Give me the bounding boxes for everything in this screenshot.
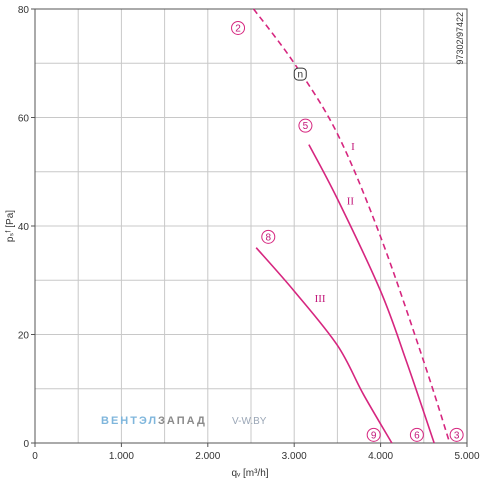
x-tick-label: 2.000 bbox=[195, 451, 220, 462]
series-label-i: I bbox=[351, 141, 355, 153]
tick-labels: 0 1.000 2.000 3.000 4.000 5.000 0 20 40 60 80 bbox=[18, 5, 480, 462]
series-label-iii: III bbox=[315, 293, 326, 305]
y-tick-label: 80 bbox=[18, 5, 30, 16]
marker-n-frame bbox=[293, 67, 307, 81]
marker-3-label: 3 bbox=[454, 430, 460, 441]
marker-6-label: 6 bbox=[414, 430, 420, 441]
watermark: ВЕНТЭЛ ЗАПАД V-W.BY bbox=[101, 415, 267, 427]
marker-8-circle bbox=[261, 229, 276, 244]
marker-5-label: 5 bbox=[303, 121, 309, 132]
marker-6-circle bbox=[409, 427, 424, 442]
curve-ii bbox=[308, 144, 435, 444]
y-tick-label: 20 bbox=[18, 331, 30, 342]
y-axis-label: pₛᶠ [Pa] bbox=[5, 210, 16, 242]
curve-iii bbox=[255, 247, 393, 444]
x-tick-label: 3.000 bbox=[282, 451, 307, 462]
marker-9-label: 9 bbox=[371, 430, 377, 441]
y-tick-label: 60 bbox=[18, 114, 30, 125]
x-tick-label: 4.000 bbox=[368, 451, 393, 462]
marker-5-circle bbox=[298, 118, 313, 133]
curve-i bbox=[252, 8, 451, 444]
watermark-part-1: ВЕНТЭЛ bbox=[101, 415, 158, 427]
watermark-part-2: ЗАПАД bbox=[158, 415, 207, 427]
x-tick-label: 1.000 bbox=[109, 451, 134, 462]
marker-8-label: 8 bbox=[265, 232, 271, 243]
x-axis-label: qᵥ [m³/h] bbox=[231, 468, 268, 479]
marker-3-circle bbox=[449, 427, 464, 442]
series-label-ii: II bbox=[347, 195, 355, 207]
markers: 2 5 8 9 6 3 n bbox=[231, 20, 464, 442]
x-tick-label: 5.000 bbox=[454, 451, 479, 462]
watermark-part-3: V-W.BY bbox=[232, 416, 267, 427]
marker-2-label: 2 bbox=[235, 23, 241, 34]
curves bbox=[252, 8, 451, 444]
marker-2-circle bbox=[231, 20, 246, 35]
marker-n-label: n bbox=[297, 70, 303, 81]
chart-code: 97302/97422 bbox=[455, 12, 465, 65]
y-tick-label: 40 bbox=[18, 222, 30, 233]
marker-9-circle bbox=[366, 427, 381, 442]
grid bbox=[34, 8, 468, 444]
x-tick-label: 0 bbox=[32, 451, 38, 462]
y-tick-label: 0 bbox=[23, 439, 29, 450]
